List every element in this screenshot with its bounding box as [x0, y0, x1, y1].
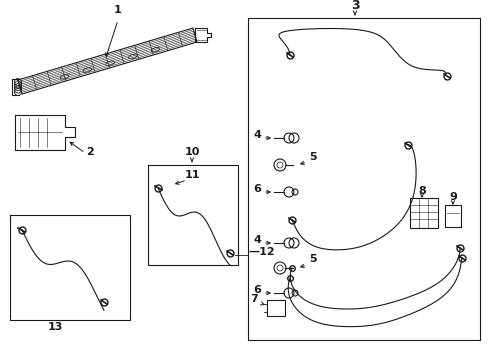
Text: 3: 3 — [351, 0, 359, 12]
Text: 1: 1 — [114, 5, 122, 15]
Bar — [267, 300, 285, 316]
Text: —12: —12 — [248, 247, 274, 257]
Bar — [445, 205, 461, 227]
Text: 2: 2 — [86, 147, 94, 157]
Text: 4: 4 — [253, 235, 261, 245]
Text: 9: 9 — [449, 192, 457, 202]
Text: 6: 6 — [253, 184, 261, 194]
Text: 6: 6 — [253, 285, 261, 295]
Text: 4: 4 — [253, 130, 261, 140]
Text: 13: 13 — [48, 322, 63, 332]
Text: 10: 10 — [184, 147, 200, 157]
Text: 11: 11 — [184, 170, 200, 180]
Text: 8: 8 — [418, 186, 426, 196]
Text: 5: 5 — [309, 254, 317, 264]
Text: 5: 5 — [309, 152, 317, 162]
Bar — [410, 198, 438, 228]
Text: 7: 7 — [250, 294, 258, 304]
